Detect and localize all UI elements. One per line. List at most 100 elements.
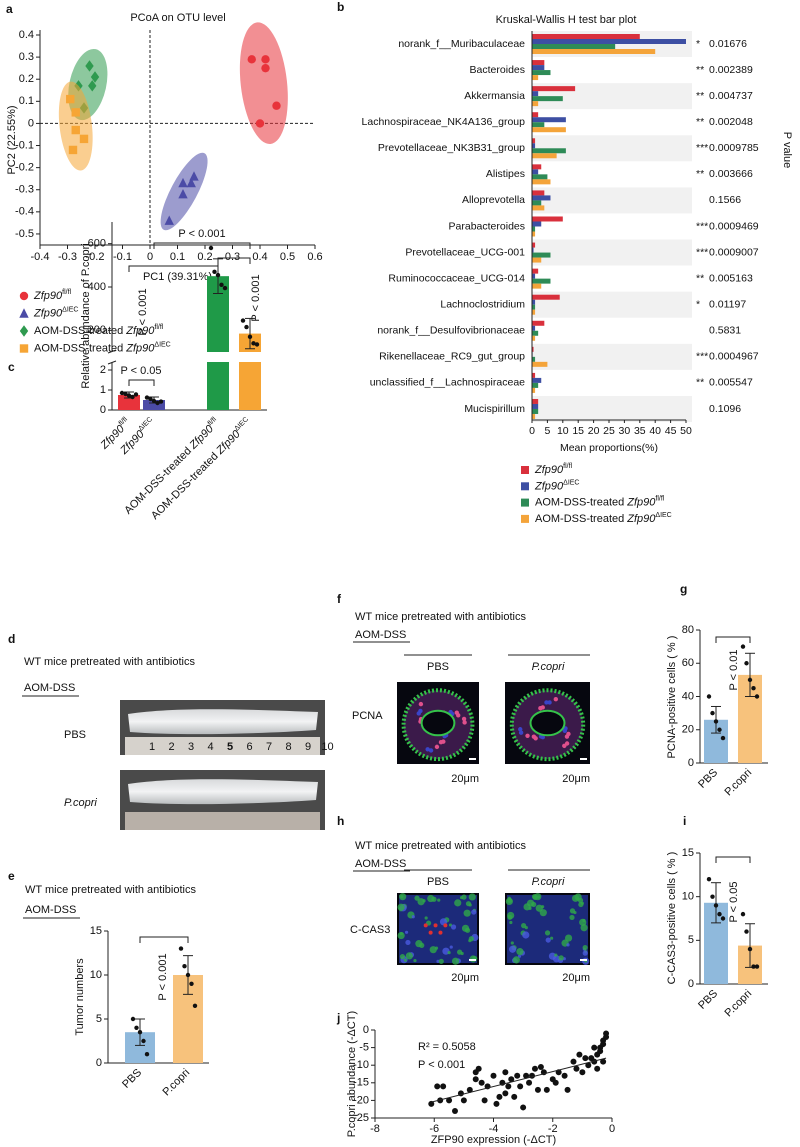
x-tick-label: 0.3 (225, 251, 240, 263)
x-tick-label: P.copri (722, 988, 754, 1020)
data-point (192, 1003, 198, 1008)
data-point (490, 1072, 497, 1079)
apoptotic-cell (423, 923, 428, 928)
label-sup: fl/fl (118, 416, 130, 428)
data-point (508, 1076, 515, 1083)
data-point (579, 1069, 586, 1076)
cell (397, 903, 405, 911)
bar (532, 60, 545, 66)
label-name: Zfp90 (534, 464, 564, 476)
tissue (529, 709, 566, 737)
y-tick-label: -0.4 (15, 206, 34, 218)
data-point (710, 710, 715, 716)
nucleus (540, 705, 545, 710)
label-name: Zfp90 (626, 497, 656, 509)
column-label: PBS (427, 661, 449, 673)
cell (550, 936, 554, 940)
cell (399, 954, 406, 960)
comparison-bracket (715, 856, 751, 863)
data-point (594, 1065, 601, 1072)
cell (454, 899, 462, 907)
panel-letter: j (336, 1011, 340, 1025)
bar (532, 86, 576, 92)
x-tick-label: 0.2 (197, 251, 212, 263)
data-point (744, 661, 749, 666)
y-tick-label: -10 (353, 1059, 369, 1071)
data-point (531, 1065, 538, 1072)
data-point (747, 677, 753, 683)
y-tick-label: -0.5 (15, 228, 34, 240)
scale-bar (580, 959, 587, 961)
comparison-bracket (128, 265, 219, 272)
bar (532, 143, 536, 149)
panel-letter: g (680, 582, 687, 596)
legend-swatch (521, 498, 529, 507)
data-point (751, 964, 756, 969)
x-tick-label: 0 (147, 251, 153, 263)
ruler-number: 8 (285, 741, 291, 753)
y-tick-label: 5 (96, 1013, 102, 1025)
ruler-number: 4 (207, 741, 213, 753)
bar (532, 216, 563, 222)
data-point (534, 1086, 541, 1093)
p-value: 0.1096 (709, 403, 741, 415)
bar (532, 127, 566, 133)
data-point (505, 1083, 512, 1090)
cell (411, 915, 415, 919)
point (85, 60, 94, 72)
legend-label: Zfp90fl/fl (33, 289, 72, 302)
data-point (240, 318, 246, 323)
row-band (532, 187, 692, 214)
bar (532, 179, 551, 185)
point (272, 101, 281, 110)
cell (582, 918, 586, 923)
panel-letter: f (337, 592, 342, 606)
nucleus (418, 708, 423, 714)
data-point (254, 342, 260, 347)
x-tick-label: 20 (588, 425, 600, 437)
cell (405, 939, 411, 946)
label-name: Zfp90 (187, 422, 217, 452)
label-name: Zfp90 (214, 428, 244, 458)
p-value: 0.0009007 (709, 246, 759, 258)
p-value: 0.0009785 (709, 142, 759, 154)
cell (541, 905, 545, 909)
y-axis-label: Relative abundance of P.copri (80, 243, 92, 388)
ruler-number: 3 (188, 741, 194, 753)
data-point (133, 392, 139, 397)
y-tick-label: 400 (88, 281, 106, 293)
data-point (585, 1062, 592, 1069)
data-point (537, 1063, 544, 1070)
point (71, 108, 80, 117)
cell (414, 895, 420, 901)
y-tick-label: -0.1 (15, 139, 34, 151)
cell (545, 937, 551, 943)
data-point (247, 334, 253, 340)
nucleus (547, 700, 552, 705)
apoptotic-cell (428, 930, 433, 935)
bar (532, 377, 542, 383)
data-point (182, 964, 187, 969)
y-axis-label: Tumor numbers (74, 958, 86, 1036)
bar (532, 268, 539, 274)
label-prefix: AOM-DSS-treated (535, 497, 624, 509)
panel-header: WT mice pretreated with antibiotics (355, 611, 526, 623)
cell (463, 909, 471, 917)
cell (527, 899, 535, 907)
x-tick-label: 45 (665, 425, 677, 437)
cell (554, 953, 558, 957)
bar (532, 387, 536, 393)
p-value: 0.0004967 (709, 351, 759, 363)
bar (532, 226, 536, 232)
data-point (502, 1090, 509, 1097)
data-point (744, 929, 749, 934)
data-point (185, 972, 191, 978)
legend-swatch (521, 466, 529, 474)
cell (404, 930, 409, 934)
panel-header: WT mice pretreated with antibiotics (355, 840, 526, 852)
data-point (713, 719, 719, 724)
category-label: Rikenellaceae_RC9_gut_group (379, 351, 525, 363)
cell (405, 952, 413, 960)
category-label: Akkermansia (464, 90, 525, 102)
